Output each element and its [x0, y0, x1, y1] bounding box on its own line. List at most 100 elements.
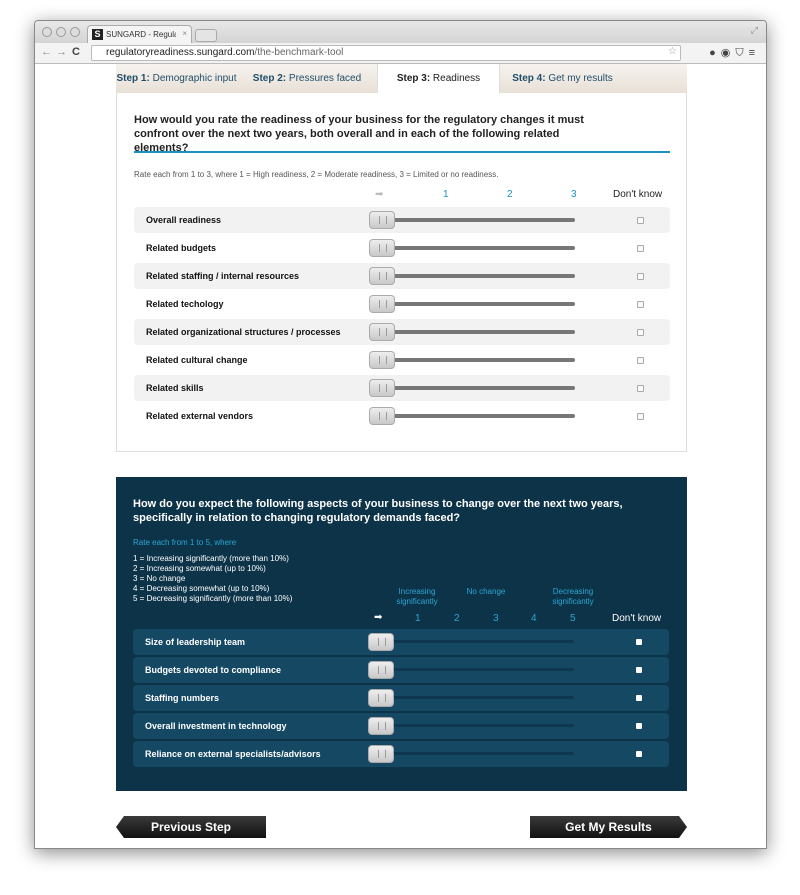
scale-label: 4 — [531, 613, 537, 624]
reload-icon[interactable]: C — [72, 46, 80, 58]
slider-track[interactable] — [391, 640, 574, 643]
rating-row: Overall investment in technology — [133, 713, 669, 739]
slider-handle[interactable] — [369, 295, 395, 313]
sungard-favicon-icon: S — [92, 29, 103, 40]
slider-track[interactable] — [392, 386, 575, 390]
slider-handle[interactable] — [368, 661, 394, 679]
change-hint: Rate each from 1 to 5, where — [133, 538, 237, 547]
color-picker-icon[interactable]: ◉ — [720, 47, 736, 59]
dont-know-checkbox[interactable] — [636, 723, 642, 729]
dont-know-checkbox[interactable] — [637, 245, 644, 252]
slider-track[interactable] — [391, 724, 574, 727]
slider-track[interactable] — [392, 274, 575, 278]
row-label: Related techology — [146, 299, 224, 309]
evernote-icon[interactable]: ● — [709, 47, 721, 59]
rating-row: Related cultural change — [134, 347, 670, 373]
legend-item: 4 = Decreasing somewhat (up to 10%) — [133, 584, 270, 593]
scale-label: 2 — [507, 189, 513, 200]
menu-icon[interactable]: ≡ — [748, 47, 760, 59]
slider-handle[interactable] — [369, 407, 395, 425]
change-question: How do you expect the following aspects … — [133, 498, 623, 524]
dont-know-checkbox[interactable] — [637, 413, 644, 420]
browser-toolbar: ← → C regulatoryreadiness.sungard.com/th… — [35, 43, 766, 64]
tab-step-4[interactable]: Step 4: Get my results — [512, 73, 613, 84]
slider-track[interactable] — [392, 414, 575, 418]
page-content: Step 1: Demographic input Step 2: Pressu… — [35, 64, 766, 848]
anchor-label: Increasing significantly — [396, 587, 438, 606]
row-label: Related skills — [146, 383, 204, 393]
slider-track[interactable] — [392, 330, 575, 334]
legend-item: 2 = Increasing somewhat (up to 10%) — [133, 564, 266, 573]
row-label: Related external vendors — [146, 411, 254, 421]
slider-track[interactable] — [392, 302, 575, 306]
row-label: Overall investment in technology — [145, 721, 287, 731]
slider-track[interactable] — [392, 246, 575, 250]
rating-row: Staffing numbers — [133, 685, 669, 711]
dont-know-checkbox[interactable] — [637, 273, 644, 280]
change-legend: 1 = Increasing significantly (more than … — [133, 554, 292, 604]
dont-know-checkbox[interactable] — [637, 357, 644, 364]
readiness-question: How would you rate the readiness of your… — [134, 114, 584, 154]
dont-know-checkbox[interactable] — [637, 385, 644, 392]
slider-handle[interactable] — [369, 351, 395, 369]
back-icon[interactable]: ← — [41, 46, 52, 58]
slider-handle[interactable] — [369, 323, 395, 341]
minimize-window-button[interactable] — [56, 27, 66, 37]
slider-handle[interactable] — [369, 211, 395, 229]
dont-know-checkbox[interactable] — [636, 639, 642, 645]
previous-step-button[interactable]: Previous Step — [116, 816, 266, 838]
row-label: Budgets devoted to compliance — [145, 665, 282, 675]
dont-know-checkbox[interactable] — [637, 217, 644, 224]
row-label: Reliance on external specialists/advisor… — [145, 749, 321, 759]
slider-handle[interactable] — [369, 239, 395, 257]
rating-row: Related skills — [134, 375, 670, 401]
close-tab-icon[interactable]: × — [182, 29, 187, 38]
slider-handle[interactable] — [369, 379, 395, 397]
readiness-card: How would you rate the readiness of your… — [116, 93, 687, 452]
dont-know-checkbox[interactable] — [636, 695, 642, 701]
forward-icon[interactable]: → — [56, 46, 67, 58]
slider-track[interactable] — [391, 752, 574, 755]
dont-know-checkbox[interactable] — [636, 751, 642, 757]
slider-track[interactable] — [392, 358, 575, 362]
slider-handle[interactable] — [368, 633, 394, 651]
get-my-results-button[interactable]: Get My Results — [530, 816, 687, 838]
change-panel: How do you expect the following aspects … — [116, 477, 687, 791]
tab-step-1[interactable]: Step 1: Demographic input — [116, 73, 237, 84]
dont-know-checkbox[interactable] — [637, 329, 644, 336]
dont-know-checkbox[interactable] — [636, 667, 642, 673]
tab-step-2[interactable]: Step 2: Pressures faced — [252, 73, 362, 84]
tab-title: SUNGARD - Regulatory str — [106, 30, 176, 39]
fullscreen-icon[interactable]: ⤢ — [750, 25, 758, 35]
new-tab-button[interactable] — [195, 29, 217, 42]
close-window-button[interactable] — [42, 27, 52, 37]
slider-handle[interactable] — [368, 689, 394, 707]
rating-row: Related staffing / internal resources — [134, 263, 670, 289]
scale-label: 1 — [415, 613, 421, 624]
arrow-right-icon: ➡ — [374, 612, 383, 623]
address-bar[interactable]: regulatoryreadiness.sungard.com/the-benc… — [91, 45, 681, 61]
slider-handle[interactable] — [369, 267, 395, 285]
zoom-window-button[interactable] — [70, 27, 80, 37]
rating-row: Related budgets — [134, 235, 670, 261]
slider-handle[interactable] — [368, 717, 394, 735]
row-label: Related organizational structures / proc… — [146, 327, 341, 337]
pocket-icon[interactable]: ⛉ — [735, 47, 749, 59]
slider-track[interactable] — [392, 218, 575, 222]
slider-handle[interactable] — [368, 745, 394, 763]
slider-track[interactable] — [391, 668, 574, 671]
scale-label: 5 — [570, 613, 576, 624]
scale-label: 2 — [454, 613, 460, 624]
url-host: regulatoryreadiness.sungard.com — [106, 47, 255, 58]
step-tabs: Step 1: Demographic input Step 2: Pressu… — [116, 64, 687, 93]
tab-step-3[interactable]: Step 3: Readiness — [377, 64, 500, 93]
bookmark-star-icon[interactable]: ☆ — [668, 46, 677, 57]
dont-know-checkbox[interactable] — [637, 301, 644, 308]
anchor-label: Decreasing significantly — [552, 587, 594, 606]
row-label: Related staffing / internal resources — [146, 271, 300, 281]
scale-label: 3 — [571, 189, 577, 200]
slider-track[interactable] — [391, 696, 574, 699]
